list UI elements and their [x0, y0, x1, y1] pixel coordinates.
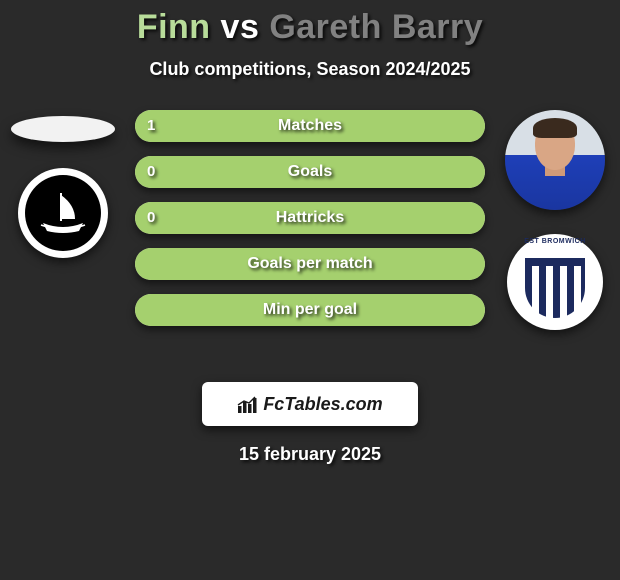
subtitle: Club competitions, Season 2024/2025	[0, 59, 620, 80]
stat-bars: 1Matches 0Goals 0Hattricks Goals per match M…	[135, 110, 485, 326]
stat-row: Goals per match	[135, 248, 485, 280]
photo-hair	[533, 118, 577, 138]
stat-label: Hattricks	[135, 202, 485, 234]
vs-separator: vs	[221, 8, 260, 46]
left-player-column	[8, 110, 118, 258]
right-player-column: EST BROMWICH	[500, 110, 610, 330]
stat-label: Goals	[135, 156, 485, 188]
wba-stripes-icon	[525, 258, 585, 318]
comparison-area: EST BROMWICH 1Matches 0Goals 0Hattricks Goa…	[0, 110, 620, 370]
stat-label: Min per goal	[135, 294, 485, 326]
stat-label: Goals per match	[135, 248, 485, 280]
stat-label: Matches	[135, 110, 485, 142]
player2-club-badge: EST BROMWICH	[507, 234, 603, 330]
player2-photo	[505, 110, 605, 210]
player1-club-badge	[18, 168, 108, 258]
sailboat-icon	[35, 185, 91, 241]
player1-name: Finn	[137, 8, 211, 46]
stat-row: 0Goals	[135, 156, 485, 188]
watermark[interactable]: FcTables.com	[202, 382, 418, 426]
stat-row: 0Hattricks	[135, 202, 485, 234]
page-title: Finn vs Gareth Barry	[0, 0, 620, 47]
bar-chart-icon	[237, 396, 259, 414]
watermark-text: FcTables.com	[263, 394, 382, 415]
generation-date: 15 february 2025	[0, 444, 620, 465]
stat-row: 1Matches	[135, 110, 485, 142]
player2-name: Gareth Barry	[269, 8, 483, 46]
plymouth-badge-inner	[25, 175, 101, 251]
wba-badge-text-top: EST BROMWICH	[507, 238, 603, 245]
stat-row: Min per goal	[135, 294, 485, 326]
player1-silhouette	[11, 116, 115, 142]
